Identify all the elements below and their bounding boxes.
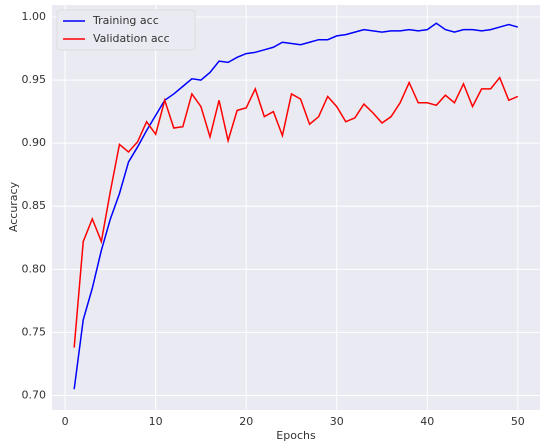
y-tick-label: 0.90	[22, 136, 47, 149]
line-series	[73, 22, 519, 390]
y-tick-label: 0.95	[22, 73, 47, 86]
y-tick-label: 1.00	[22, 10, 47, 23]
x-tick-label: 30	[330, 415, 344, 428]
x-tick-label: 50	[511, 415, 525, 428]
line-series	[73, 76, 519, 348]
y-tick-label: 0.75	[22, 325, 47, 338]
x-tick-label: 20	[239, 415, 253, 428]
legend-label: Validation acc	[93, 32, 170, 45]
plot-area	[52, 5, 540, 410]
x-tick-label: 40	[420, 415, 434, 428]
y-axis-label: Accuracy	[7, 181, 20, 232]
y-tick-label: 0.85	[22, 199, 47, 212]
x-tick-label: 0	[62, 415, 69, 428]
x-tick-label: 10	[149, 415, 163, 428]
legend-box	[56, 9, 196, 51]
y-tick-label: 0.80	[22, 262, 47, 275]
y-tick-label: 0.70	[22, 388, 47, 401]
x-axis-label: Epochs	[276, 429, 316, 442]
legend-label: Training acc	[92, 14, 159, 27]
